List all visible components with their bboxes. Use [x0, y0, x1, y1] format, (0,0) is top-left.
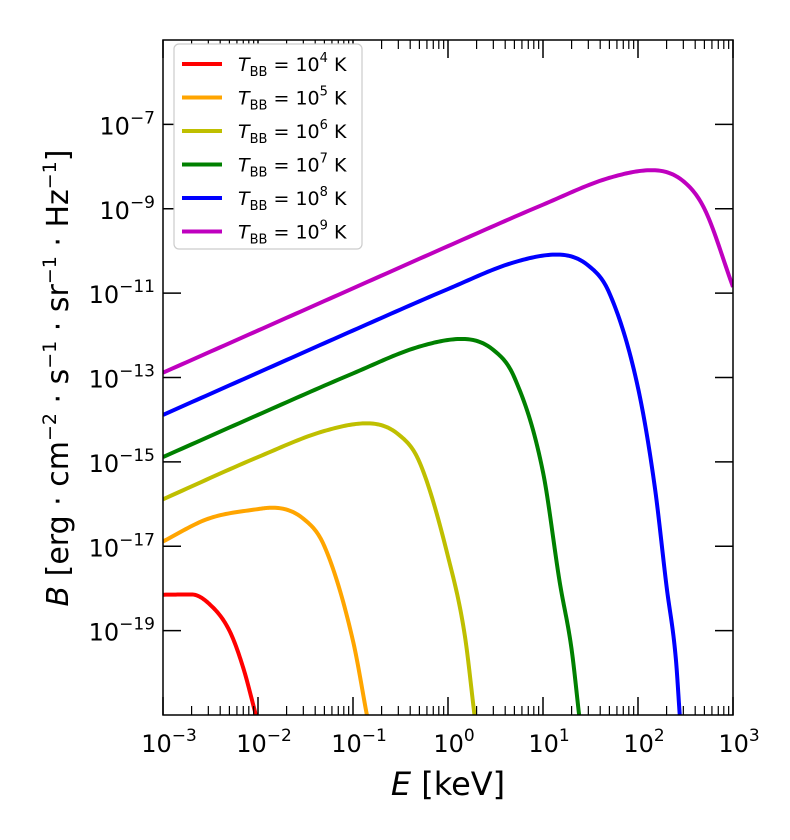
- y-axis-unit-5: ]: [41, 150, 76, 162]
- legend: TBB = 104 K TBB = 105 K TBB = 106 K TBB = 1…: [173, 43, 363, 250]
- x-tick-label: 101: [528, 726, 569, 758]
- y-tick-label: 10−19: [89, 615, 155, 647]
- x-axis-label: E [keV]: [391, 765, 505, 803]
- x-tick-label: 10−1: [331, 726, 387, 758]
- legend-label: TBB = 109 K: [238, 219, 347, 248]
- y-axis-unit-1: [erg · cm: [41, 441, 76, 586]
- y-axis-exp-1: −2: [39, 413, 61, 441]
- y-axis-label: B [erg · cm−2 · s−1 · sr−1 · Hz−1]: [39, 150, 76, 607]
- curves-layer: [163, 168, 733, 715]
- plot-frame: [162, 39, 734, 716]
- series-line-3: [163, 421, 477, 715]
- y-tick-label: 10−17: [89, 530, 155, 562]
- x-tick-label: 10−3: [141, 726, 197, 758]
- legend-label: TBB = 108 K: [238, 185, 347, 214]
- x-tick-label: 10−2: [236, 726, 292, 758]
- x-axis-var: E: [391, 765, 412, 803]
- legend-label: TBB = 104 K: [238, 51, 347, 80]
- y-axis-var: B: [41, 586, 76, 607]
- y-axis-exp-4: −1: [39, 161, 61, 189]
- series-line-1: [163, 592, 258, 715]
- tick-labels-layer: 10−3 10−2 10−1 100 101 102 103 10−19 10−17 10−15 1…: [89, 108, 760, 758]
- y-tick-label: 10−13: [89, 362, 155, 394]
- y-tick-label: 10−9: [99, 193, 155, 225]
- series-line-5: [163, 252, 682, 715]
- x-axis-unit: [keV]: [411, 765, 505, 803]
- y-tick-label: 10−15: [89, 446, 155, 478]
- y-axis-exp-2: −1: [39, 341, 61, 369]
- y-tick-label: 10−7: [99, 108, 155, 140]
- series-line-6: [163, 168, 733, 375]
- y-axis-exp-3: −1: [39, 256, 61, 284]
- series-line-4: [163, 336, 582, 715]
- y-axis-unit-2: · s: [41, 369, 76, 413]
- x-tick-label: 102: [623, 726, 664, 758]
- x-tick-label: 103: [718, 726, 759, 758]
- legend-label: TBB = 106 K: [238, 118, 347, 147]
- y-tick-label: 10−11: [89, 277, 155, 309]
- legend-label: TBB = 107 K: [238, 152, 347, 181]
- y-axis-unit-4: · Hz: [41, 189, 76, 256]
- series-line-2: [163, 505, 369, 715]
- y-axis-unit-3: · sr: [41, 284, 76, 341]
- legend-label: TBB = 105 K: [238, 85, 347, 114]
- x-tick-label: 100: [433, 726, 474, 758]
